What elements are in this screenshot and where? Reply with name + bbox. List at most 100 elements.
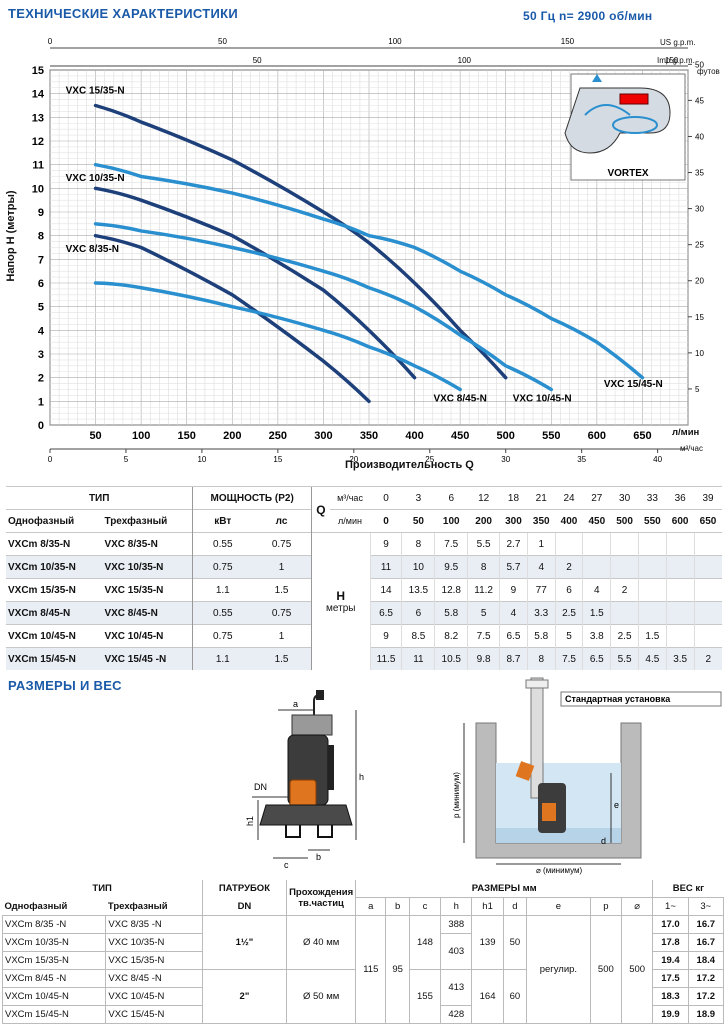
perf-cell-head: 7.5 bbox=[554, 647, 583, 670]
perf-cell-head bbox=[665, 532, 695, 556]
m3h-tick-label: 15 bbox=[273, 455, 282, 464]
dim-d-label: d bbox=[601, 836, 606, 846]
dim-dn-label: DN bbox=[254, 782, 267, 792]
dims-row-single: VXCm 10/45-N bbox=[1, 987, 107, 1006]
perf-head-kw: кВт bbox=[192, 509, 253, 533]
perf-head-q: Q bbox=[310, 486, 330, 533]
perf-cell-head: 8.2 bbox=[434, 624, 468, 648]
dims-b: 95 bbox=[385, 915, 410, 1024]
perf-cell-head: 1 bbox=[526, 532, 556, 556]
us-gpm-tick-label: 100 bbox=[388, 37, 402, 46]
perf-cell-head: 9.8 bbox=[467, 647, 500, 670]
perf-cell-three: VXC 10/35-N bbox=[102, 555, 193, 579]
perf-cell-head bbox=[610, 601, 639, 625]
perf-cell-head: 12.8 bbox=[434, 578, 468, 602]
y-tick-label: 13 bbox=[32, 112, 44, 124]
series-label: VXC 15/35-N bbox=[66, 86, 125, 97]
x-tick-label: 500 bbox=[497, 430, 515, 442]
dims-w3: 17.2 bbox=[687, 987, 725, 1006]
dim-c-label: c bbox=[284, 860, 289, 870]
perf-cell-head: 2 bbox=[693, 647, 722, 670]
perf-cell-three: VXC 10/45-N bbox=[102, 624, 193, 648]
dims-dn-2: 2" bbox=[201, 969, 288, 1024]
dims-head-dn: DN bbox=[201, 897, 287, 916]
feet-tick-label: 30 bbox=[695, 205, 704, 214]
perf-cell-single: VXCm 15/35-N bbox=[6, 578, 103, 602]
dims-p: 500 bbox=[589, 915, 623, 1024]
x-tick-label: 50 bbox=[89, 430, 101, 442]
perf-cell-head: 14 bbox=[369, 578, 402, 602]
dims-d-2: 60 bbox=[502, 969, 528, 1024]
dims-head-dims: РАЗМЕРЫ мм bbox=[355, 880, 653, 898]
perf-cell-head: 8.7 bbox=[499, 647, 528, 670]
pump-drawing: a DN h h1 c b bbox=[245, 690, 364, 870]
perf-cell-head bbox=[665, 578, 695, 602]
m3h-unit-label: м³/час bbox=[680, 444, 704, 453]
feet-tick-label: 5 bbox=[695, 385, 700, 394]
feet-tick-label: 50 bbox=[695, 60, 704, 69]
y-tick-label: 10 bbox=[32, 183, 44, 195]
m3h-tick-label: 40 bbox=[653, 455, 662, 464]
perf-cell-kw: 0.55 bbox=[192, 601, 253, 625]
dims-head-pass: Прохождения тв.частиц bbox=[286, 880, 356, 916]
perf-cell-head: 7.5 bbox=[434, 532, 468, 556]
dims-c-2: 155 bbox=[408, 969, 442, 1024]
dims-row-three: VXC 15/45-N bbox=[105, 1005, 203, 1024]
dims-w1: 19.9 bbox=[652, 1005, 689, 1024]
perf-cell-head bbox=[693, 601, 722, 625]
perf-cell-head: 4 bbox=[499, 601, 528, 625]
x-axis-label: Производительность Q bbox=[345, 459, 474, 471]
y-tick-label: 6 bbox=[38, 278, 44, 290]
dim-h1-label: h1 bbox=[245, 816, 255, 826]
perf-cell-head bbox=[637, 532, 667, 556]
perf-cell-head bbox=[665, 624, 695, 648]
dims-a: 115 bbox=[355, 915, 387, 1024]
perf-cell-single: VXCm 8/35-N bbox=[6, 532, 103, 556]
perf-cell-head: 8 bbox=[467, 555, 500, 579]
perf-m3h-1: 3 bbox=[401, 486, 435, 510]
y-tick-label: 7 bbox=[38, 254, 44, 266]
perf-m3h-2: 6 bbox=[434, 486, 468, 510]
perf-cell-head bbox=[637, 601, 667, 625]
dim-p-label: p (минимум) bbox=[452, 772, 461, 818]
dims-d-1: 50 bbox=[502, 915, 528, 970]
y-tick-label: 5 bbox=[38, 302, 44, 314]
dims-head-weight: ВЕС кг bbox=[652, 880, 724, 898]
perf-lmin-6: 400 bbox=[555, 509, 583, 533]
perf-cell-head bbox=[637, 578, 667, 602]
perf-lmin-11: 650 bbox=[694, 509, 722, 533]
y-tick-label: 3 bbox=[38, 349, 44, 361]
page-title: ТЕХНИЧЕСКИЕ ХАРАКТЕРИСТИКИ bbox=[8, 6, 239, 21]
y-tick-label: 0 bbox=[38, 420, 44, 432]
us-gpm-tick-label: 50 bbox=[218, 37, 227, 46]
x-tick-label: 400 bbox=[405, 430, 423, 442]
feet-tick-label: 40 bbox=[695, 132, 704, 141]
perf-cell-head: 5.8 bbox=[434, 601, 468, 625]
dims-col-w3: 3~ bbox=[687, 897, 725, 916]
dims-col-a: a bbox=[355, 897, 387, 916]
dims-col-w1: 1~ bbox=[652, 897, 689, 916]
perf-lmin-3: 200 bbox=[467, 509, 500, 533]
perf-cell-head: 2.5 bbox=[610, 624, 639, 648]
perf-cell-kw: 0.75 bbox=[192, 555, 253, 579]
series-label: VXC 10/35-N bbox=[66, 173, 125, 184]
y-tick-label: 2 bbox=[38, 373, 44, 385]
perf-lmin-10: 600 bbox=[666, 509, 695, 533]
dims-col-phi: ⌀ bbox=[621, 897, 654, 916]
perf-cell-head: 5.7 bbox=[499, 555, 528, 579]
feet-tick-label: 25 bbox=[695, 241, 704, 250]
dims-row-single: VXCm 8/45 -N bbox=[1, 969, 107, 988]
perf-cell-kw: 0.55 bbox=[192, 532, 253, 556]
perf-cell-head: 7.5 bbox=[467, 624, 500, 648]
y-tick-label: 4 bbox=[38, 325, 45, 337]
dims-col-h: h bbox=[440, 897, 473, 916]
x-tick-label: 550 bbox=[542, 430, 560, 442]
dims-head-single: Однофазный bbox=[4, 900, 68, 912]
dims-head-nozzle: ПАТРУБОК bbox=[201, 880, 287, 898]
dims-c-1: 148 bbox=[408, 915, 442, 970]
perf-lmin-1: 50 bbox=[401, 509, 435, 533]
dims-head-type: ТИП bbox=[92, 883, 112, 895]
dims-dn-1: 1½" bbox=[201, 915, 288, 970]
perf-cell-head: 9.5 bbox=[434, 555, 468, 579]
